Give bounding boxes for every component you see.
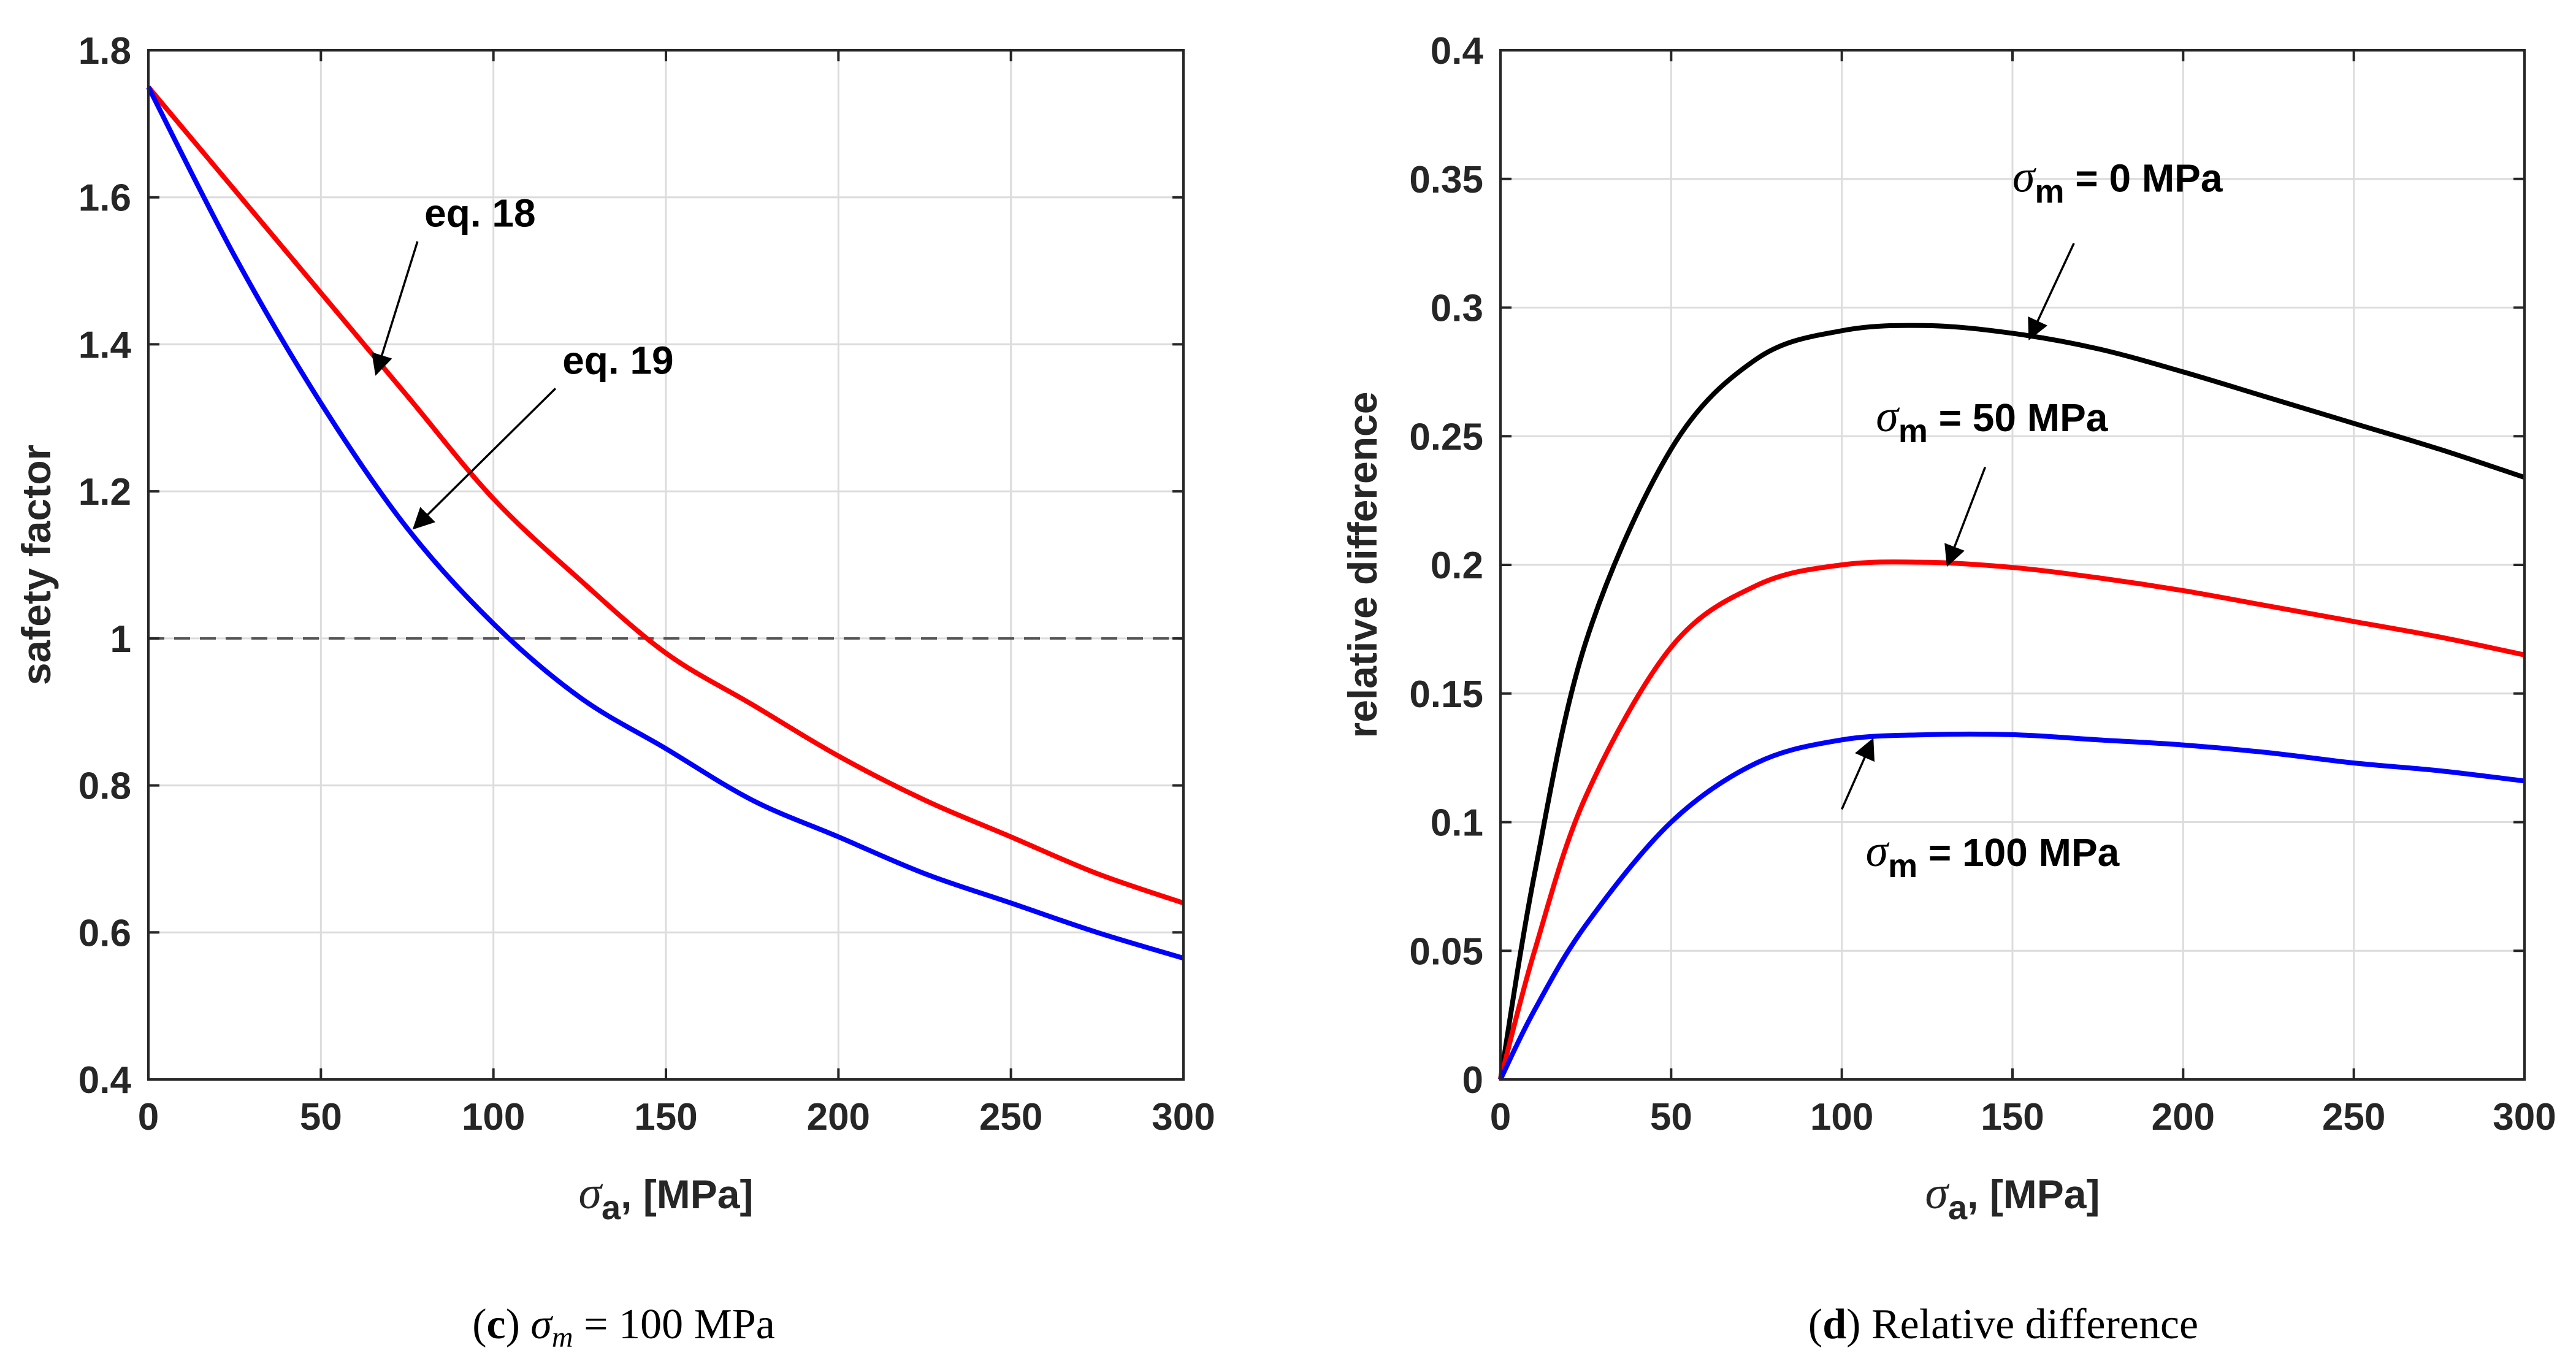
x-tick-label: 200 <box>2152 1096 2215 1138</box>
y-tick-label: 0.3 <box>1431 288 1483 330</box>
caption-letter: c <box>487 1301 506 1348</box>
caption-subscript: m <box>552 1321 573 1354</box>
caption-symbol: σ <box>530 1301 553 1348</box>
series-line <box>1498 323 2526 1080</box>
y-axis-label: relative difference <box>1340 392 1385 738</box>
series-layer <box>1498 323 2526 1081</box>
annotation-arrow <box>372 241 419 376</box>
annotation-arrow <box>1841 738 1875 810</box>
x-tick-label: 300 <box>2493 1096 2556 1138</box>
x-tick-label: 300 <box>1152 1096 1215 1138</box>
y-tick-label: 1.6 <box>78 177 131 220</box>
x-tick-label: 100 <box>462 1096 525 1138</box>
x-tick-label: 50 <box>300 1096 342 1138</box>
y-tick-label: 0.4 <box>1431 30 1484 72</box>
y-axis-label: safety factor <box>13 445 59 686</box>
x-axis-rest: , [MPa] <box>621 1171 753 1217</box>
annotation-label: σm = 100 MPa <box>1866 826 2120 884</box>
x-tick-label: 0 <box>138 1096 159 1138</box>
annotation-arrow <box>412 388 557 530</box>
annotation-label: eq. 19 <box>562 338 673 382</box>
caption-rest: = 100 MPa <box>573 1301 775 1348</box>
annotation-label: σm = 50 MPa <box>1876 391 2108 450</box>
x-tick-label: 200 <box>807 1096 870 1138</box>
annotation-layer: σm = 0 MPa σm = 50 MPa σm = 100 MPa <box>1841 152 2223 884</box>
y-tick-label: 0.35 <box>1409 159 1483 201</box>
y-tick-label: 0.05 <box>1409 930 1483 973</box>
y-tick-label: 1.2 <box>78 471 131 513</box>
y-tick-label: 0.2 <box>1431 545 1483 587</box>
y-tick-label: 1.4 <box>78 324 132 366</box>
grid-lines <box>147 49 1185 1081</box>
x-axis-label: σa, [MPa] <box>579 1167 754 1227</box>
chart-panel-c: 0 50 100 150 200 250 300 0.4 0.6 0.8 1 1.2 1.4 1.6 1.… <box>13 30 1215 1354</box>
y-tick-label: 1 <box>110 618 131 661</box>
x-tick-label: 150 <box>634 1096 697 1138</box>
x-tick-label: 0 <box>1490 1096 1511 1138</box>
x-tick-label: 50 <box>1650 1096 1692 1138</box>
y-tick-label: 1.8 <box>78 30 131 72</box>
series-line <box>146 86 1185 961</box>
panel-caption: (c) σm = 100 MPa <box>472 1301 775 1354</box>
x-tick-label: 250 <box>979 1096 1042 1138</box>
panel-caption: (d) Relative difference <box>1808 1301 2198 1348</box>
y-tick-label: 0.1 <box>1431 802 1483 845</box>
x-axis-label: σa, [MPa] <box>1925 1167 2100 1227</box>
x-tick-labels: 0 50 100 150 200 250 300 <box>1490 50 2556 1138</box>
series-layer <box>146 85 1185 961</box>
y-tick-label: 0.8 <box>78 765 131 808</box>
y-tick-label: 0.15 <box>1409 673 1483 716</box>
caption-letter: d <box>1822 1301 1846 1348</box>
series-line <box>1498 731 2525 1081</box>
chart-panel-d: 0 50 100 150 200 250 300 0 0.05 0.1 0.15 0.2 0.25 0.… <box>1340 30 2556 1348</box>
annotation-arrow <box>1944 466 1987 567</box>
x-tick-label: 100 <box>1810 1096 1873 1138</box>
y-tick-labels: 0.4 0.6 0.8 1 1.2 1.4 1.6 1.8 <box>78 30 1183 1102</box>
x-axis-symbol: σ <box>1925 1167 1950 1219</box>
caption-rest: Relative difference <box>1860 1301 2198 1348</box>
x-axis-symbol: σ <box>579 1167 603 1219</box>
y-tick-label: 0.25 <box>1409 416 1483 458</box>
annotation-arrow <box>2028 242 2075 341</box>
annotation-layer: eq. 18 eq. 19 <box>372 191 674 530</box>
y-tick-labels: 0 0.05 0.1 0.15 0.2 0.25 0.3 0.35 0.4 <box>1409 30 2524 1102</box>
x-axis-subscript: a <box>602 1188 621 1227</box>
series-line <box>146 85 1185 906</box>
x-tick-label: 150 <box>1981 1096 2044 1138</box>
x-axis-rest: , [MPa] <box>1967 1171 2100 1217</box>
series-line <box>1498 559 2525 1081</box>
annotation-label: σm = 0 MPa <box>2012 152 2223 210</box>
y-tick-label: 0.4 <box>78 1059 132 1102</box>
grid-lines <box>1499 49 2526 1081</box>
y-tick-label: 0 <box>1462 1059 1483 1102</box>
x-axis-subscript: a <box>1948 1188 1968 1227</box>
annotation-label: eq. 18 <box>424 191 535 236</box>
y-tick-label: 0.6 <box>78 912 131 954</box>
x-tick-labels: 0 50 100 150 200 250 300 <box>138 50 1215 1138</box>
x-tick-label: 250 <box>2322 1096 2385 1138</box>
